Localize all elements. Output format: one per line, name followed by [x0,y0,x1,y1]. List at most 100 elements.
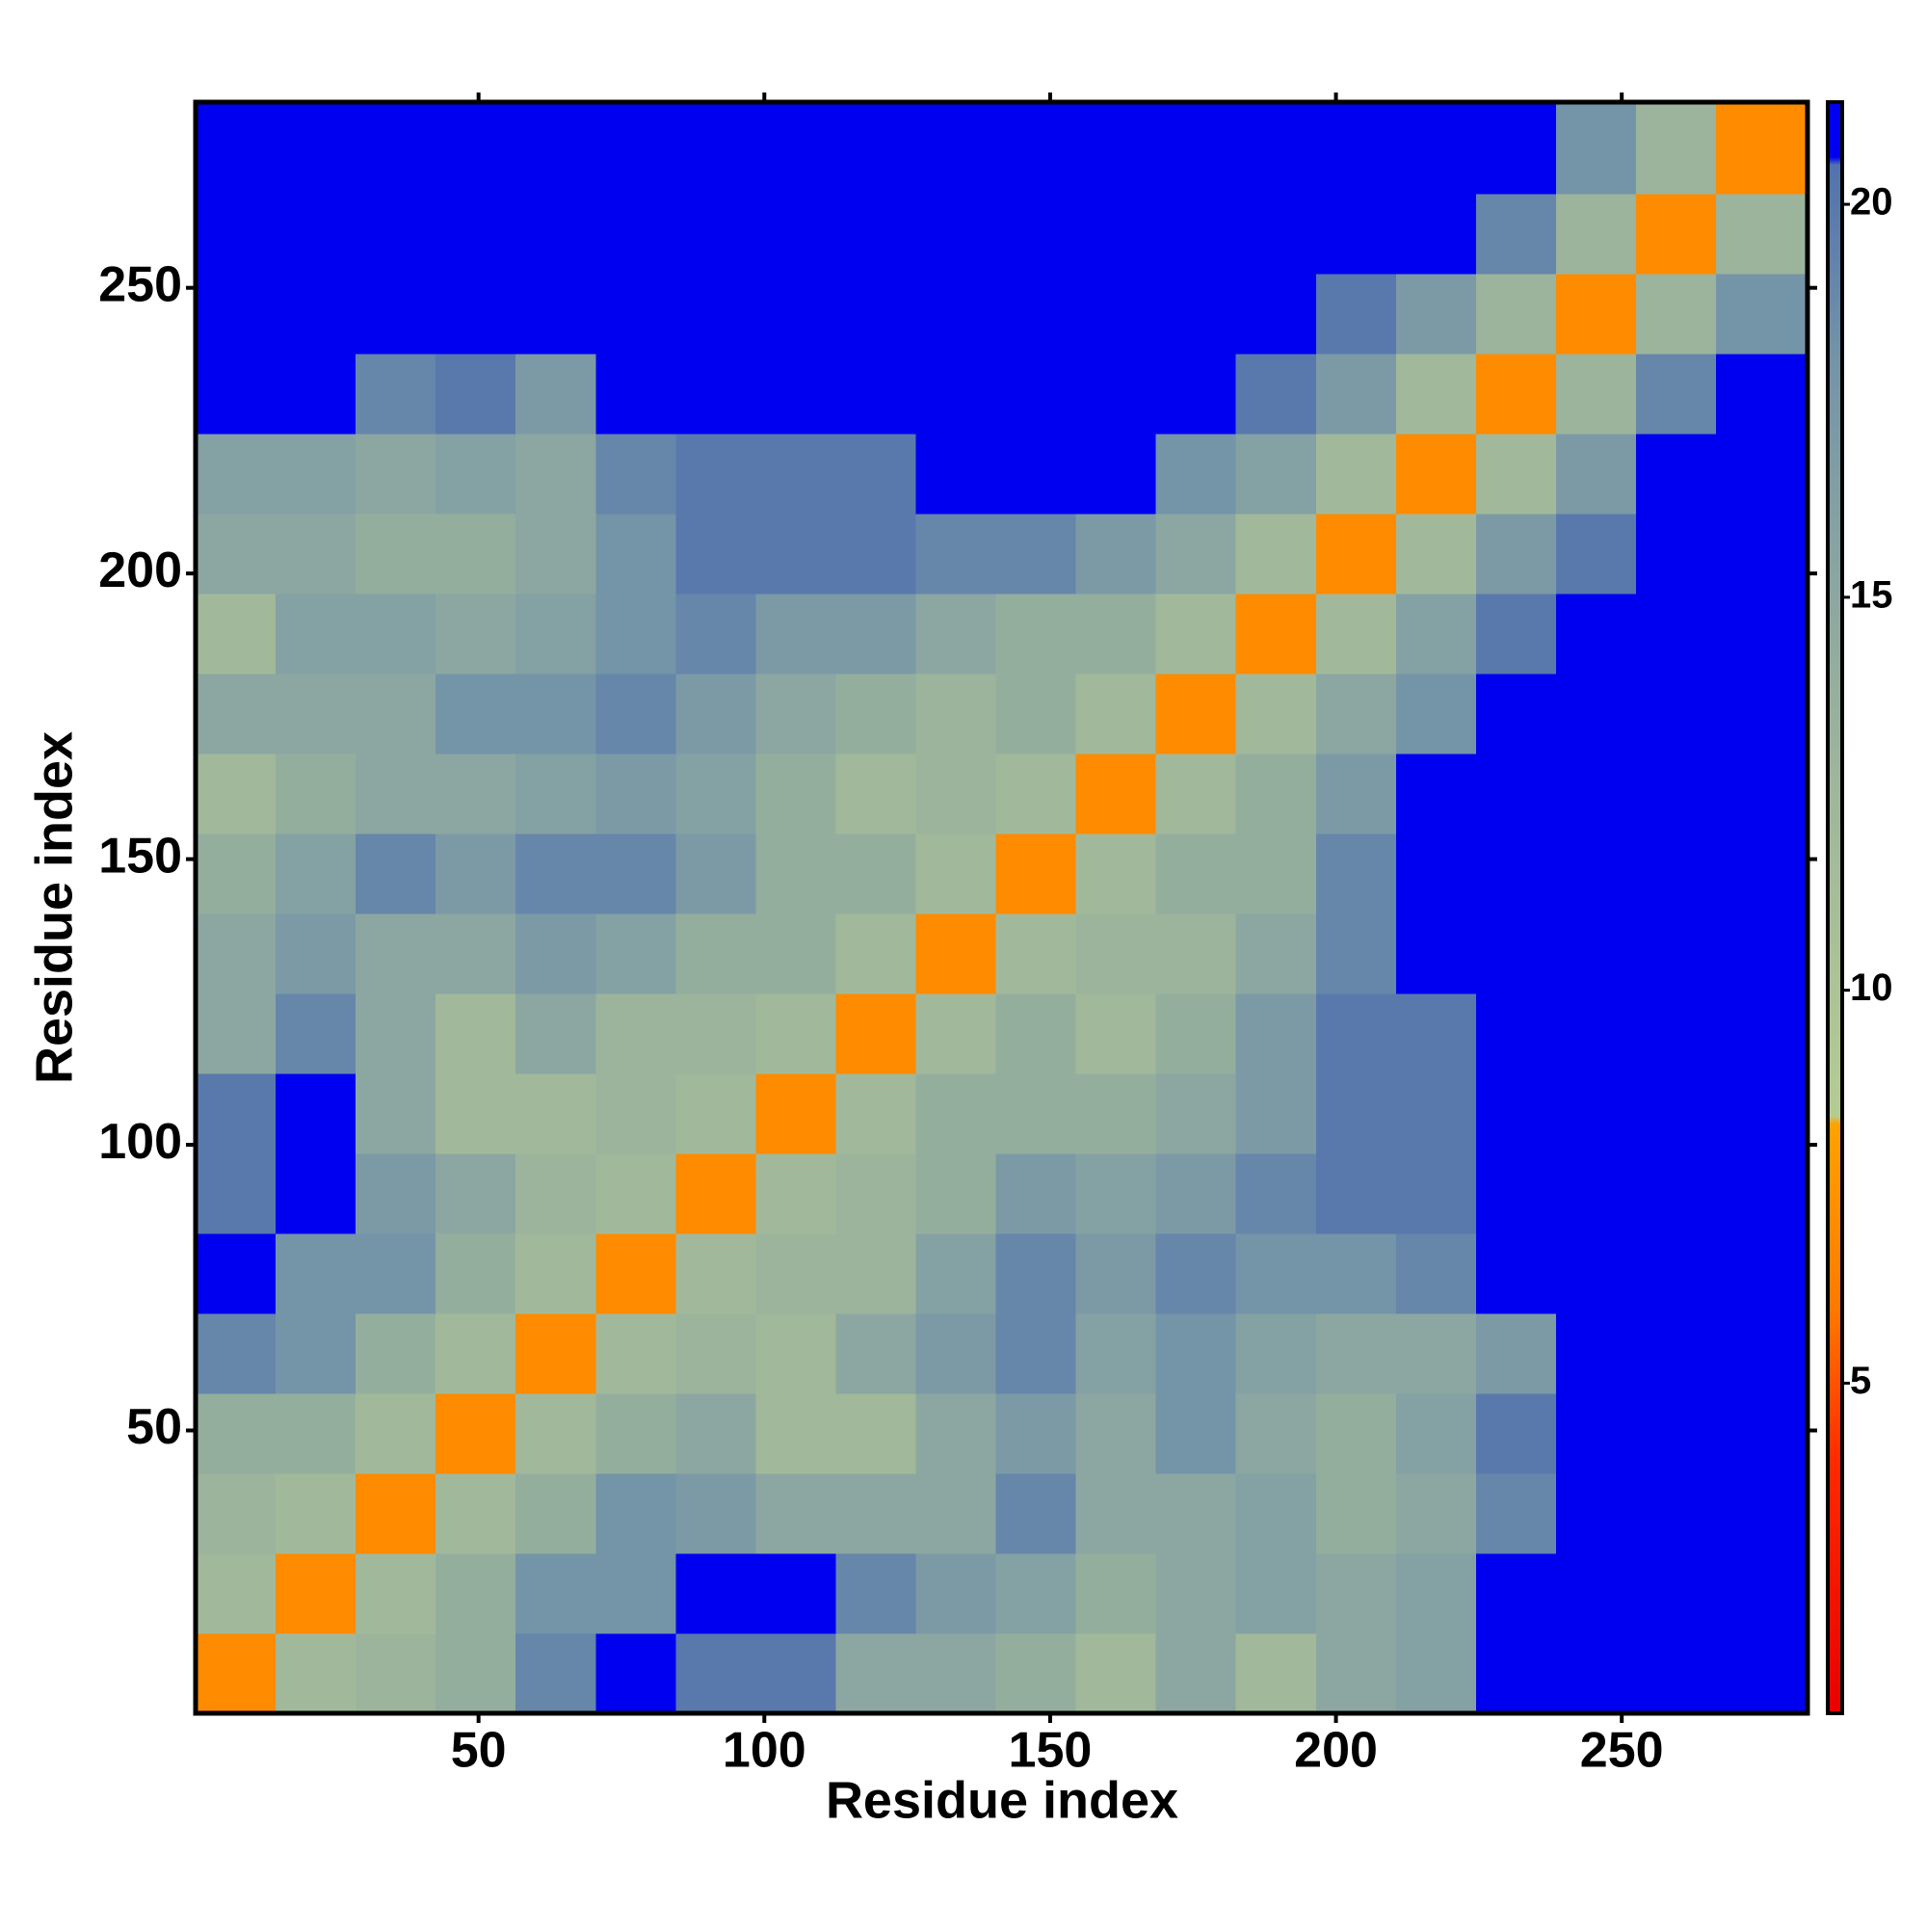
cell [1075,1392,1157,1474]
cell [1716,102,1808,195]
cell [995,433,1077,515]
cell [1555,513,1637,595]
cell [276,433,356,515]
cell [1075,1072,1157,1154]
cell [915,513,997,595]
cell [1155,753,1237,834]
cell [1636,1632,1717,1714]
cell [436,193,516,275]
cell [915,1472,997,1554]
cell [436,1072,516,1154]
cell [675,513,756,595]
cell [1475,913,1557,994]
cell [356,913,436,994]
cell [835,992,917,1074]
cell [1315,273,1397,355]
cell [835,1152,917,1234]
cell [835,593,917,675]
cell [1555,1632,1637,1714]
cell [595,1472,676,1554]
colorbar-tick-label: 10 [1850,966,1893,1009]
cell [675,1152,756,1234]
cell [835,433,917,515]
cell [276,1072,356,1154]
cell [515,673,596,754]
cell [1636,1072,1717,1154]
cell [1395,913,1477,994]
cell [1075,673,1157,754]
cell [595,1632,676,1714]
cell [276,193,356,275]
cell [196,433,277,515]
cell [515,353,596,435]
cell [1075,102,1157,195]
cell [1155,673,1237,754]
cell [1155,353,1237,435]
cell [276,273,356,355]
cell [1555,353,1637,435]
cell [1315,1312,1397,1394]
cell [196,913,277,994]
cell [1555,673,1637,754]
cell [915,1552,997,1634]
cell [1475,1472,1557,1554]
cell [1075,193,1157,275]
cell [1716,353,1808,435]
cell [1315,513,1397,595]
cell [1395,513,1477,595]
cell [1716,913,1808,994]
cell [835,753,917,834]
cell [755,992,837,1074]
cell [995,193,1077,275]
cell [1155,1072,1237,1154]
cell [1636,833,1717,914]
cell [595,593,676,675]
cell [1475,1072,1557,1154]
cell [515,273,596,355]
cell [835,193,917,275]
cell [1475,102,1557,195]
cell [276,1632,356,1714]
cell [1235,833,1317,914]
cell [1716,753,1808,834]
cell [915,1232,997,1314]
cell [1395,753,1477,834]
cell [1636,353,1717,435]
cell [356,1232,436,1314]
cell [1395,1232,1477,1314]
cell [436,1392,516,1474]
cell [675,992,756,1074]
x-tick-label: 250 [1580,1723,1664,1779]
cell [356,833,436,914]
cell [1155,433,1237,515]
cell [436,1632,516,1714]
cell [1235,1072,1317,1154]
cell [755,102,837,195]
heatmap [196,102,1808,1714]
cell [675,833,756,914]
cell [1555,753,1637,834]
cell [1475,1152,1557,1234]
cell [915,193,997,275]
cell [436,593,516,675]
cell [1315,1472,1397,1554]
cell [1235,992,1317,1074]
cell [196,353,277,435]
cell [595,1312,676,1394]
cell [1235,593,1317,675]
cell [915,833,997,914]
cell [835,1232,917,1314]
cell [1395,833,1477,914]
cell [1555,433,1637,515]
cell [675,273,756,355]
x-tick-label: 150 [1009,1723,1093,1779]
cell [515,1472,596,1554]
cell [515,753,596,834]
cell [1315,593,1397,675]
cell [1315,193,1397,275]
cell [196,1152,277,1234]
cell [1315,353,1397,435]
cell [276,1472,356,1554]
cell [196,593,277,675]
cell [1475,433,1557,515]
